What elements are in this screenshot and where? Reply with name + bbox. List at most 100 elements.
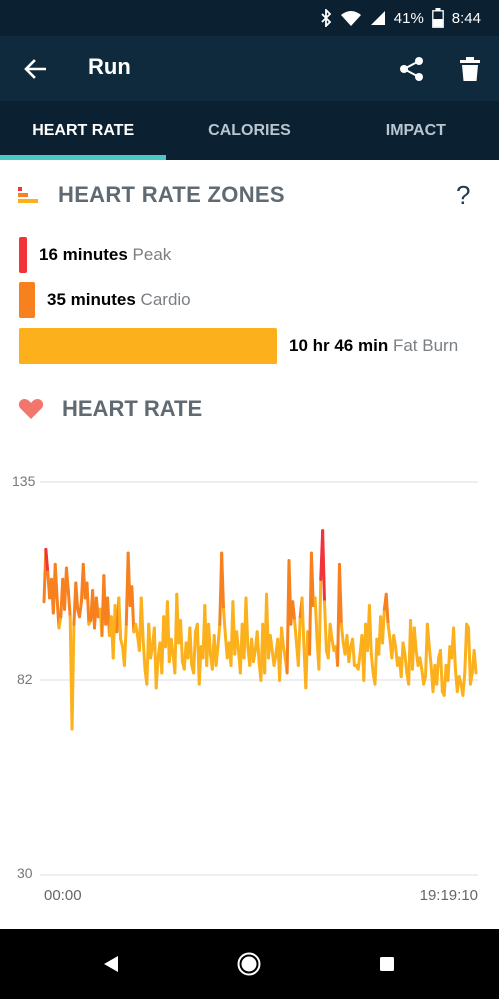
zone-row-cardio: 35 minutes Cardio	[19, 282, 191, 318]
y-tick-top: 135	[12, 473, 36, 489]
heart-rate-segment	[317, 577, 323, 671]
heart-rate-segment	[291, 600, 297, 622]
zone-value: 16 minutes	[39, 245, 128, 264]
zone-label: Cardio	[140, 290, 191, 309]
heart-rate-segment	[216, 622, 222, 649]
heart-rate-segment	[74, 581, 80, 611]
heart-rate-segment	[122, 622, 128, 667]
back-arrow-icon	[24, 59, 46, 79]
heart-rate-segment	[425, 622, 431, 649]
heart-rate-segment	[85, 581, 91, 626]
share-button[interactable]	[396, 52, 428, 86]
heart-rate-segment	[244, 596, 250, 649]
heart-rate-title: HEART RATE	[62, 396, 203, 421]
heart-rate-segment	[78, 600, 83, 619]
heart-rate-segment	[435, 656, 441, 686]
zone-row-fat-burn: 10 hr 46 min Fat Burn	[19, 328, 458, 364]
heart-rate-segment	[255, 630, 261, 664]
heart-rate-segment	[179, 618, 184, 664]
heart-rate-segment	[403, 652, 409, 675]
heart-rate-segment	[438, 648, 444, 694]
heart-rate-segment	[369, 652, 375, 675]
nav-back-button[interactable]	[94, 947, 128, 981]
back-triangle-icon	[104, 956, 118, 972]
heart-rate-segment	[139, 596, 145, 641]
heart-rate-segment	[281, 645, 287, 660]
heart-rate-segment	[64, 566, 70, 593]
heart-rate-segment	[222, 607, 227, 637]
heart-rate-segment	[392, 633, 398, 649]
status-bar: 41% 8:44	[0, 0, 499, 36]
help-button[interactable]: ?	[456, 180, 471, 210]
back-button[interactable]	[18, 52, 52, 86]
nav-recents-button[interactable]	[370, 947, 404, 981]
nav-home-button[interactable]	[232, 947, 266, 981]
tab-impact[interactable]: IMPACT	[385, 121, 446, 139]
heart-rate-segment	[351, 637, 356, 667]
heart-rate-segment	[461, 671, 467, 697]
heart-rate-segment	[53, 562, 59, 600]
heart-rate-segment	[214, 645, 220, 667]
zones-bars-icon	[18, 187, 38, 203]
heart-rate-segment	[323, 600, 328, 652]
heart-rate-segment	[44, 547, 50, 574]
heart-rate-segment	[70, 622, 76, 731]
tab-heart-rate[interactable]: HEART RATE	[0, 101, 167, 160]
bluetooth-icon	[321, 9, 332, 27]
tab-bar: HEART RATE CALORIES IMPACT	[0, 101, 499, 160]
heart-rate-segment	[337, 562, 343, 626]
heart-rate-segment	[235, 630, 240, 652]
heart-rate-segment	[268, 633, 274, 652]
heart-rate-segment	[134, 622, 140, 637]
cell-signal-icon	[370, 11, 385, 25]
zone-value: 35 minutes	[47, 290, 136, 309]
heart-rate-segment	[468, 671, 474, 686]
heart-rate-segment	[66, 589, 72, 619]
zone-label: Peak	[132, 245, 172, 264]
heart-rate-segment	[339, 622, 345, 645]
heart-rate-segment	[192, 630, 197, 675]
heart-rate-segment	[207, 622, 212, 656]
system-nav-bar	[0, 929, 499, 999]
heart-icon	[18, 399, 44, 419]
wifi-icon	[340, 11, 361, 26]
heart-rate-header: HEART RATE	[0, 390, 499, 430]
tab-calories[interactable]: CALORIES	[208, 121, 291, 139]
heart-rate-segment	[380, 607, 386, 645]
y-tick-mid: 82	[17, 671, 33, 687]
heart-rate-segment	[347, 645, 353, 664]
x-tick-start: 00:00	[44, 887, 82, 904]
heart-rate-segment	[427, 645, 433, 667]
heart-rate-segment	[154, 656, 160, 690]
delete-button[interactable]	[455, 52, 485, 86]
zones-header: HEART RATE ZONES ?	[0, 172, 499, 216]
heart-rate-segment	[367, 604, 373, 656]
zones-title: HEART RATE ZONES	[58, 182, 285, 207]
heart-rate-segment	[293, 618, 298, 645]
heart-rate-series	[42, 529, 478, 731]
heart-rate-segment	[296, 615, 302, 667]
heart-rate-segment	[356, 652, 362, 671]
heart-rate-segment	[467, 626, 472, 686]
app-bar: Run	[0, 36, 499, 101]
zone-text-fat-burn: 10 hr 46 min Fat Burn	[289, 336, 458, 356]
zone-value: 10 hr 46 min	[289, 336, 389, 355]
heart-rate-segment	[117, 596, 123, 641]
heart-rate-segment	[309, 551, 315, 608]
heart-rate-segment	[57, 615, 63, 630]
zone-bar-peak	[19, 237, 27, 273]
trash-icon	[460, 57, 480, 81]
zone-bar-fat-burn	[19, 328, 277, 364]
heart-rate-segment	[188, 626, 194, 667]
heart-rate-segment	[313, 596, 319, 641]
heart-rate-segment	[280, 626, 285, 649]
x-tick-end: 19:19:10	[420, 887, 478, 904]
zone-label: Fat Burn	[392, 336, 459, 355]
heart-rate-segment	[149, 645, 154, 660]
heart-rate-segment	[472, 648, 478, 675]
share-icon	[400, 57, 423, 81]
heart-rate-segment	[418, 656, 424, 671]
heart-rate-segment	[251, 648, 257, 664]
battery-percent: 41%	[393, 9, 424, 27]
heart-rate-segment	[401, 641, 407, 656]
